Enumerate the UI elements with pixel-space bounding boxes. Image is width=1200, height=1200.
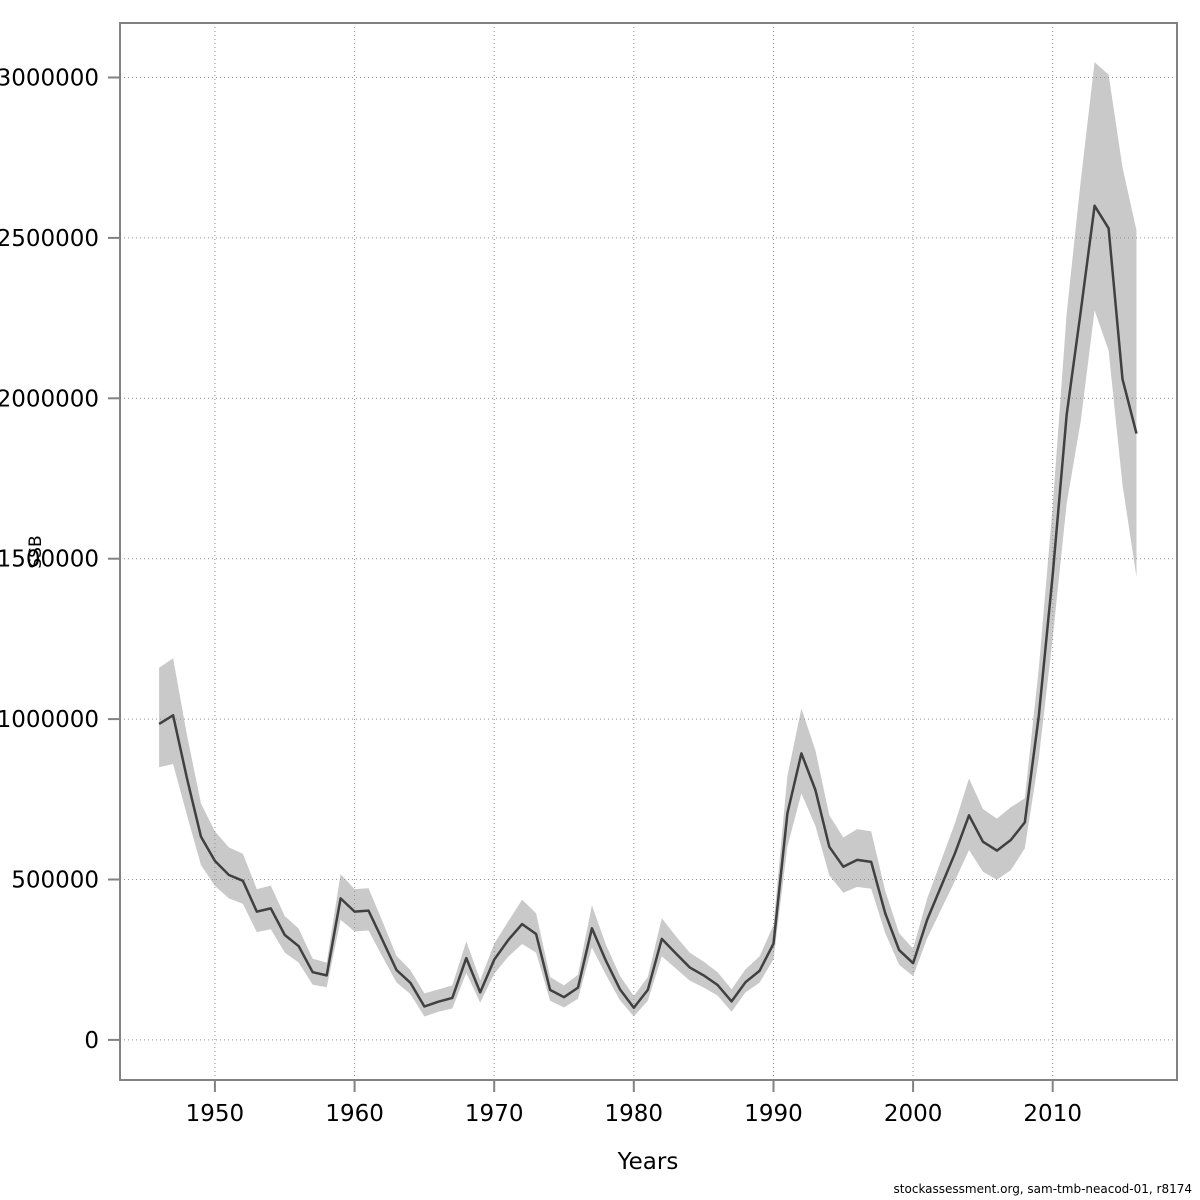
plot-frame (119, 22, 1178, 1081)
x-axis-title: Years (617, 1149, 679, 1175)
x-tick-label: 2000 (884, 1101, 943, 1127)
x-tick-label: 1980 (605, 1101, 664, 1127)
y-tick-label: 3000000 (0, 66, 99, 92)
x-tick-label: 1960 (325, 1101, 384, 1127)
x-tick-label: 1950 (186, 1101, 245, 1127)
source-caption: stockassessment.org, sam-tmb-neacod-01, … (893, 1182, 1192, 1196)
x-tick-label: 2010 (1023, 1101, 1082, 1127)
y-axis-title: SSB (26, 535, 46, 569)
y-tick-label: 1500000 (0, 547, 99, 573)
y-tick-label: 2000000 (0, 386, 99, 412)
x-tick-label: 1990 (744, 1101, 803, 1127)
y-tick-label: 0 (84, 1028, 99, 1054)
ssb-line (158, 204, 1138, 1010)
y-tick-label: 1000000 (0, 707, 99, 733)
confidence-band (159, 62, 1137, 1017)
x-tick-label: 1970 (465, 1101, 524, 1127)
y-tick-label: 500000 (11, 868, 99, 894)
y-tick-label: 2500000 (0, 226, 99, 252)
